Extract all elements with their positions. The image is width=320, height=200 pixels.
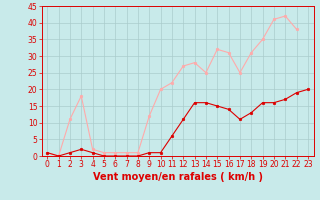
- X-axis label: Vent moyen/en rafales ( km/h ): Vent moyen/en rafales ( km/h ): [92, 172, 263, 182]
